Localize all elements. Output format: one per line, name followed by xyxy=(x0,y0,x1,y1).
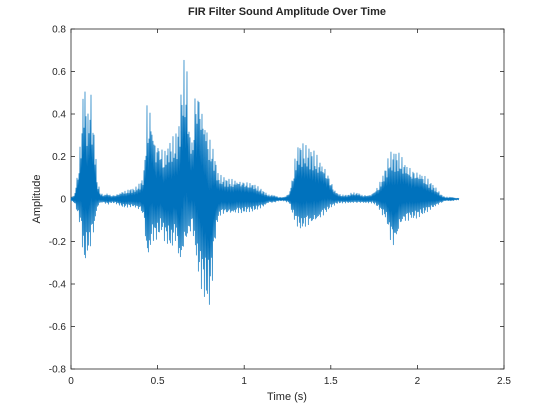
y-tick-label: 0 xyxy=(60,195,66,206)
y-tick-label: -0.8 xyxy=(49,365,67,376)
x-axis-label: Time (s) xyxy=(267,391,307,403)
plot-area: 0 0.5 1 1.5 2 2.5 -0.8 -0.6 -0.4 -0.2 0 0.2 0.4 0.6 0.… xyxy=(49,25,512,388)
y-axis-label: Amplitude xyxy=(31,175,43,224)
y-tick-label: 0.6 xyxy=(52,67,66,78)
x-tick-label: 0.5 xyxy=(151,376,165,387)
x-tick-label: 2.5 xyxy=(497,376,511,387)
x-tick-label: 2 xyxy=(415,376,421,387)
x-tick-label: 1.5 xyxy=(324,376,338,387)
x-tick-label: 1 xyxy=(241,376,247,387)
y-tick-label: 0.8 xyxy=(52,25,66,36)
y-tick-label: -0.6 xyxy=(49,322,67,333)
y-tick-label: -0.2 xyxy=(49,237,67,248)
y-tick-label: 0.4 xyxy=(52,110,66,121)
y-tick-label: 0.2 xyxy=(52,152,66,163)
chart-title: FIR Filter Sound Amplitude Over Time xyxy=(188,6,386,18)
waveform-line xyxy=(70,59,460,305)
y-tick-label: -0.4 xyxy=(49,280,67,291)
x-tick-label: 0 xyxy=(68,376,74,387)
